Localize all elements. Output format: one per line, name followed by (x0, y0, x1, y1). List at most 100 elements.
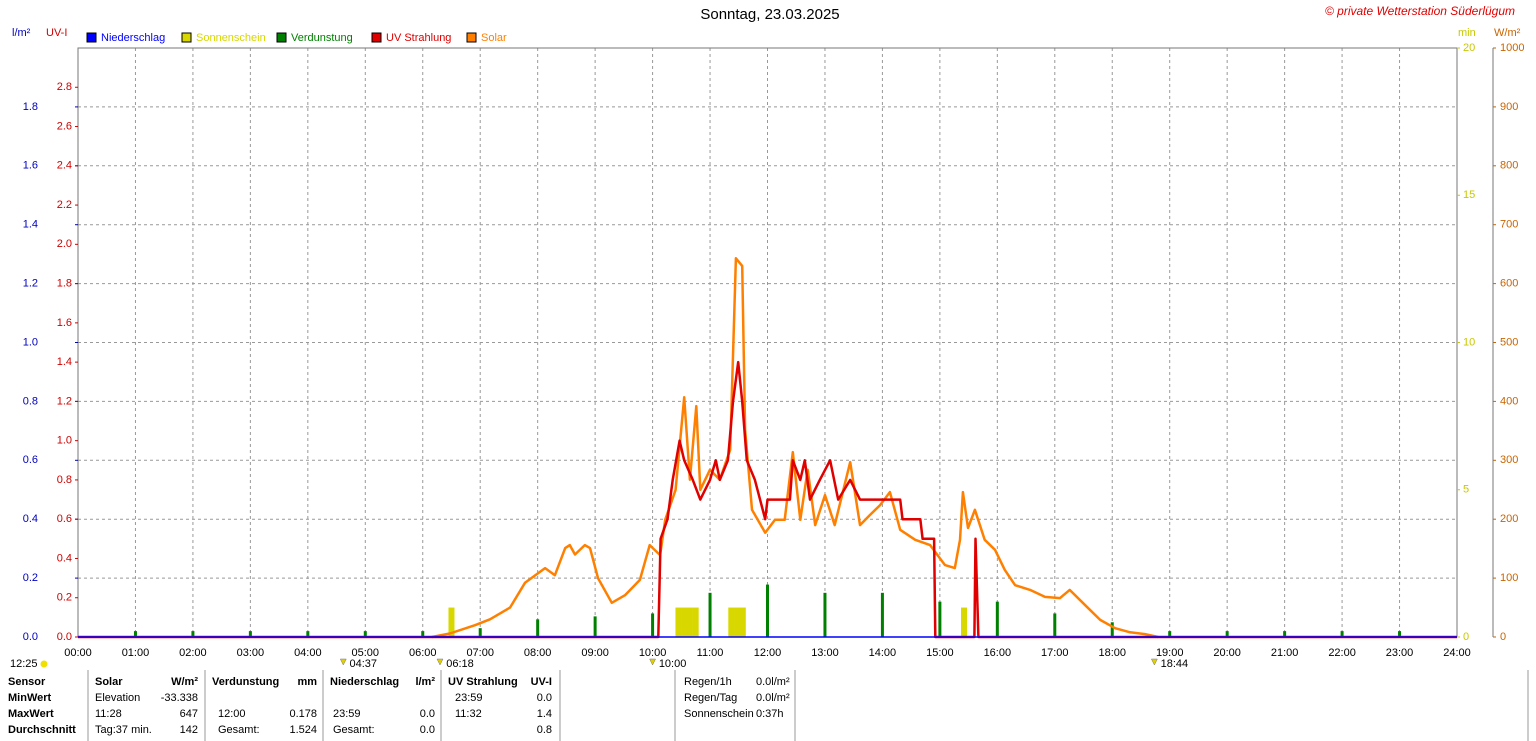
table-cell: Gesamt: (218, 724, 260, 736)
x-tick-label: 06:00 (409, 647, 437, 659)
table-header: mm (297, 676, 317, 688)
x-tick-label: 21:00 (1271, 647, 1299, 659)
y-tick-label: 1.2 (23, 278, 38, 290)
x-tick-label: 10:00 (639, 647, 667, 659)
x-tick-label: 15:00 (926, 647, 954, 659)
y-tick-label: 700 (1500, 219, 1518, 231)
x-tick-label: 04:00 (294, 647, 322, 659)
y-tick-label: 2.0 (57, 238, 72, 250)
x-tick-label: 00:00 (64, 647, 92, 659)
bar (938, 601, 942, 637)
bar (1168, 631, 1172, 637)
y-tick-label: 1.4 (57, 356, 72, 368)
y-tick-label: 0.2 (23, 572, 38, 584)
y-tick-label: 1000 (1500, 42, 1524, 54)
y-tick-label: 1.2 (57, 395, 72, 407)
y-tick-label: 1.0 (57, 435, 72, 447)
bar (448, 607, 455, 637)
bar (995, 601, 999, 637)
bar (961, 607, 968, 637)
bar (686, 607, 693, 637)
table-cell: 12:00 (218, 708, 246, 720)
y-tick-label: 5 (1463, 484, 1469, 496)
bar (1283, 631, 1287, 637)
y-tick-label: 0 (1500, 631, 1506, 643)
bar (1398, 631, 1402, 637)
table-header: Verdunstung (212, 676, 279, 688)
y-tick-label: 500 (1500, 336, 1518, 348)
table-cell: 647 (180, 708, 198, 720)
table-header: Niederschlag (330, 676, 399, 688)
x-tick-label: 16:00 (984, 647, 1012, 659)
bar (708, 592, 712, 637)
summary-label: Regen/Tag (684, 692, 737, 704)
legend-swatch (276, 32, 287, 43)
sun-marker-label: 06:18 (446, 658, 474, 670)
bar (880, 592, 884, 637)
table-header: Solar (95, 676, 123, 688)
bar (651, 613, 655, 637)
y-tick-label: 0.6 (57, 513, 72, 525)
bar (823, 592, 827, 637)
axis-label: UV-I (46, 27, 67, 39)
table-cell: 0.0 (420, 708, 435, 720)
y-tick-label: 0.0 (57, 631, 72, 643)
y-tick-label: 0.4 (57, 552, 72, 564)
sun-marker-label: 04:37 (350, 658, 378, 670)
y-tick-label: 800 (1500, 160, 1518, 172)
bar (363, 631, 367, 637)
bar (766, 584, 769, 637)
chart-title: Sonntag, 23.03.2025 (700, 6, 839, 23)
legend-label: Sonnenschein (196, 32, 266, 44)
x-tick-label: 08:00 (524, 647, 552, 659)
table-cell: MinWert (8, 692, 52, 704)
y-tick-label: 0.8 (23, 395, 38, 407)
sun-marker-label: 18:44 (1161, 658, 1189, 670)
axis-label: l/m² (12, 27, 31, 39)
table-cell: 0.0 (537, 692, 552, 704)
table-header: l/m² (415, 676, 435, 688)
y-tick-label: 1.0 (23, 336, 38, 348)
bar (1225, 631, 1229, 637)
summary-value: 0.0l/m² (756, 692, 790, 704)
sun-marker (649, 658, 656, 666)
table-cell: 11:32 (455, 708, 482, 720)
table-cell: 11:28 (95, 708, 122, 720)
legend-label: UV Strahlung (386, 32, 451, 44)
bar (681, 607, 688, 637)
sun-marker (1150, 658, 1158, 666)
legend-swatch (466, 32, 477, 43)
y-tick-label: 0.6 (23, 454, 38, 466)
y-tick-label: 2.6 (57, 120, 72, 132)
bar (675, 607, 682, 637)
y-tick-label: 1.8 (23, 101, 38, 113)
x-tick-label: 24:00 (1443, 647, 1471, 659)
y-tick-label: 1.8 (57, 278, 72, 290)
bar (1053, 613, 1057, 637)
bar (734, 607, 741, 637)
y-tick-label: 20 (1463, 42, 1475, 54)
x-tick-label: 03:00 (237, 647, 265, 659)
table-cell: 23:59 (455, 692, 483, 704)
table-cell: 0.0 (420, 724, 435, 736)
x-tick-label: 22:00 (1328, 647, 1356, 659)
summary-label: Regen/1h (684, 676, 732, 688)
y-tick-label: 1.6 (23, 160, 38, 172)
table-cell: 0.8 (537, 724, 552, 736)
table-cell: MaxWert (8, 708, 54, 720)
sun-icon (40, 660, 48, 668)
x-tick-label: 09:00 (581, 647, 609, 659)
y-tick-label: 0.8 (57, 474, 72, 486)
axis-label: W/m² (1494, 27, 1521, 39)
summary-label: Sonnenschein (684, 708, 754, 720)
y-tick-label: 200 (1500, 513, 1518, 525)
x-tick-label: 14:00 (869, 647, 897, 659)
bar (728, 607, 735, 637)
y-tick-label: 100 (1500, 572, 1518, 584)
legend-label: Verdunstung (291, 32, 353, 44)
y-tick-label: 0.2 (57, 592, 72, 604)
bar (536, 619, 540, 637)
legend-label: Niederschlag (101, 32, 165, 44)
x-tick-label: 17:00 (1041, 647, 1069, 659)
